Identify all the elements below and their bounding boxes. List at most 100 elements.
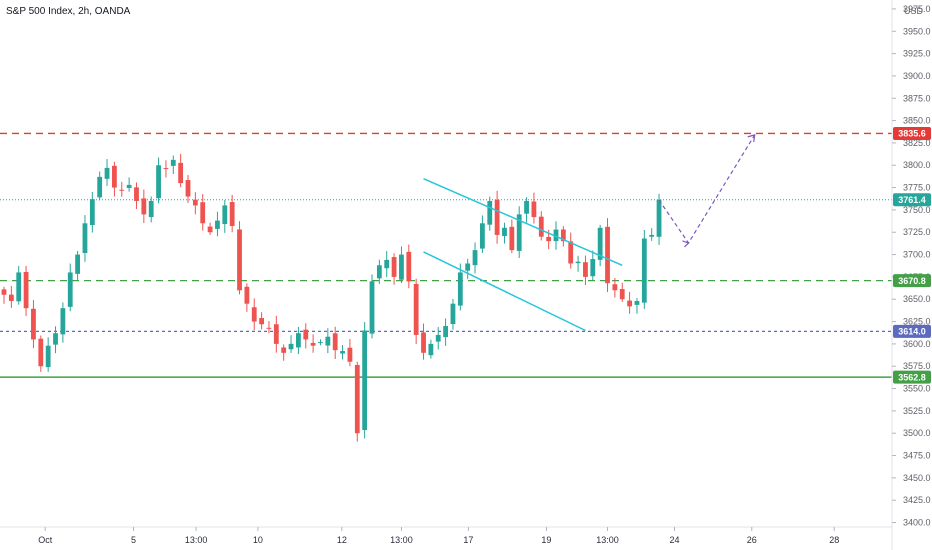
candle-body bbox=[1, 289, 7, 295]
price-tick-label: 3975.0 bbox=[903, 4, 931, 14]
price-tick-label: 3625.0 bbox=[903, 317, 931, 327]
candle-body bbox=[413, 283, 419, 335]
price-tick-label: 3950.0 bbox=[903, 26, 931, 36]
candle-body bbox=[531, 201, 537, 218]
candle-body bbox=[612, 284, 618, 291]
candle-body bbox=[362, 330, 368, 431]
support-mid-badge-label: 3614.0 bbox=[898, 327, 926, 337]
time-tick-label: 13:00 bbox=[185, 535, 208, 545]
candle-body bbox=[553, 229, 559, 242]
price-tick-label: 3875.0 bbox=[903, 93, 931, 103]
projection-arrowhead bbox=[747, 134, 756, 142]
candle-body bbox=[192, 199, 198, 206]
support-upper-badge-label: 3670.8 bbox=[898, 276, 926, 286]
price-tick-label: 3900.0 bbox=[903, 71, 931, 81]
candle-body bbox=[332, 333, 338, 351]
candle-body bbox=[16, 272, 22, 302]
candle-body bbox=[156, 165, 161, 199]
candle-body bbox=[369, 281, 375, 334]
price-tick-label: 3800.0 bbox=[903, 160, 931, 170]
candle-body bbox=[597, 227, 603, 260]
candle-body bbox=[347, 347, 353, 362]
candle-body bbox=[53, 333, 58, 345]
time-axis[interactable]: Oct 5 13:00 10 12 13:00 17 19 13:00 24 26 28 bbox=[0, 526, 892, 545]
candle-body bbox=[237, 229, 242, 291]
candle-body bbox=[502, 227, 507, 237]
price-tick-label: 3450.0 bbox=[903, 473, 931, 483]
candle-body bbox=[472, 250, 478, 266]
candle-body bbox=[281, 347, 287, 353]
candle-body bbox=[141, 198, 147, 215]
candle-body bbox=[465, 263, 471, 271]
price-tick-label: 3525.0 bbox=[903, 406, 931, 416]
price-tick-label: 3425.0 bbox=[903, 495, 931, 505]
time-tick-label: Oct bbox=[38, 535, 53, 545]
candle-body bbox=[406, 251, 412, 282]
candle-body bbox=[148, 200, 154, 218]
candle-body bbox=[303, 329, 309, 340]
last-price-badge bbox=[893, 193, 931, 207]
candle-body bbox=[259, 318, 264, 325]
time-tick-label: 5 bbox=[131, 535, 136, 545]
candle-body bbox=[634, 301, 640, 305]
time-tick-label: 19 bbox=[541, 535, 551, 545]
candle-body bbox=[509, 226, 515, 251]
time-tick-label: 17 bbox=[463, 535, 473, 545]
time-tick-label: 12 bbox=[337, 535, 347, 545]
candle-body bbox=[45, 345, 51, 368]
candle-body bbox=[89, 199, 95, 226]
candle-body bbox=[222, 205, 228, 225]
candle-body bbox=[641, 238, 647, 303]
candle-body bbox=[421, 332, 426, 353]
price-badges: 3835.6 3761.4 3670.8 3614.0 3562.8 bbox=[893, 126, 931, 384]
candle-body bbox=[656, 199, 662, 237]
resistance-badge-label: 3835.6 bbox=[898, 129, 926, 139]
candle-body bbox=[524, 200, 529, 214]
price-tick-label: 3550.0 bbox=[903, 384, 931, 394]
time-tick-label: 24 bbox=[669, 535, 679, 545]
candle-body bbox=[605, 226, 610, 284]
candle-body bbox=[487, 200, 493, 225]
candle-body bbox=[60, 308, 66, 335]
candle-body bbox=[376, 265, 382, 279]
candle-body bbox=[568, 241, 574, 264]
candle-body bbox=[126, 184, 132, 188]
channel-upper-line[interactable] bbox=[423, 177, 623, 266]
candle-body bbox=[104, 167, 110, 179]
candle-body bbox=[207, 226, 213, 233]
candle-body bbox=[649, 234, 655, 237]
candle-body bbox=[325, 336, 331, 346]
price-tick-label: 3725.0 bbox=[903, 227, 931, 237]
support-lower-badge bbox=[893, 370, 931, 384]
price-tick-label: 3500.0 bbox=[903, 428, 931, 438]
candle-body bbox=[134, 187, 139, 201]
candle-body bbox=[229, 202, 235, 226]
price-tick-label: 3575.0 bbox=[903, 361, 931, 371]
price-tick-label: 3775.0 bbox=[903, 183, 931, 193]
candle-body bbox=[97, 176, 103, 198]
candle-body bbox=[31, 308, 36, 340]
channel-drawings bbox=[423, 134, 756, 332]
projection-path[interactable] bbox=[658, 134, 756, 245]
candle-body bbox=[170, 159, 176, 166]
candle-body bbox=[340, 351, 345, 354]
candle-body bbox=[575, 261, 581, 264]
price-tick-label: 3750.0 bbox=[903, 205, 931, 215]
candle-body bbox=[428, 343, 434, 356]
candle-body bbox=[318, 342, 323, 344]
channel-lower-line[interactable] bbox=[423, 251, 586, 332]
candle-body bbox=[391, 257, 397, 277]
candle-body bbox=[627, 300, 632, 307]
currency-label: USD bbox=[904, 6, 924, 16]
price-axis[interactable]: 3975.0 3950.0 3925.0 3900.0 3875.0 3850.0 3825… bbox=[891, 0, 931, 550]
price-tick-label: 3400.0 bbox=[903, 518, 931, 528]
price-tick-label: 3600.0 bbox=[903, 339, 931, 349]
candle-body bbox=[200, 202, 206, 224]
candle-body bbox=[583, 262, 588, 277]
candle-body bbox=[546, 236, 552, 242]
candle-body bbox=[185, 180, 191, 197]
candle-body bbox=[23, 271, 29, 309]
candle-body bbox=[266, 327, 272, 329]
time-tick-label: 26 bbox=[747, 535, 757, 545]
